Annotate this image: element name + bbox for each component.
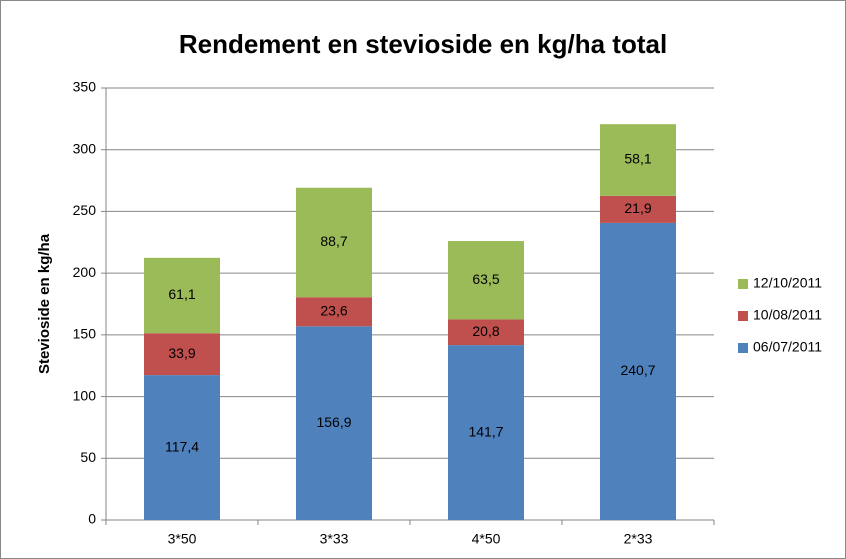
bar-segment <box>144 257 220 334</box>
bar-segment <box>296 187 372 298</box>
data-label: 20,8 <box>472 323 499 339</box>
x-tick-label: 3*50 <box>168 531 197 547</box>
y-axis-label: Stevioside en kg/ha <box>36 233 53 374</box>
data-label: 33,9 <box>168 345 195 361</box>
data-label: 21,9 <box>624 200 651 216</box>
data-label: 63,5 <box>472 271 499 287</box>
x-tick-label: 2*33 <box>624 531 653 547</box>
data-label: 156,9 <box>316 414 351 430</box>
legend-label: 06/07/2011 <box>753 339 822 355</box>
y-tick-label: 300 <box>73 140 97 156</box>
x-tick-label: 4*50 <box>472 531 501 547</box>
bar-segment <box>296 297 372 327</box>
legend-swatch <box>738 343 748 353</box>
bar-segment <box>600 222 676 521</box>
bar-segment <box>296 326 372 520</box>
legend-label: 10/08/2011 <box>753 307 822 323</box>
y-tick-label: 250 <box>73 202 97 218</box>
y-tick-label: 50 <box>80 449 96 465</box>
bar-segment <box>448 319 524 346</box>
x-tick-label: 3*33 <box>320 531 349 547</box>
legend-swatch <box>738 311 748 321</box>
data-label: 23,6 <box>320 302 347 318</box>
data-label: 141,7 <box>468 423 503 439</box>
y-tick-label: 0 <box>88 511 96 527</box>
data-label: 240,7 <box>620 362 655 378</box>
bar-segment <box>448 241 524 320</box>
bar-segment <box>600 124 676 196</box>
data-label: 88,7 <box>320 233 347 249</box>
chart-title: Rendement en stevioside en kg/ha total <box>179 29 667 59</box>
y-tick-label: 100 <box>73 387 97 403</box>
bar-segment <box>600 195 676 223</box>
y-tick-label: 150 <box>73 326 97 342</box>
data-label: 58,1 <box>624 151 651 167</box>
legend-swatch <box>738 279 748 289</box>
bar-segment <box>144 375 220 520</box>
bar-segment <box>448 345 524 520</box>
data-label: 117,4 <box>165 438 199 454</box>
legend-label: 12/10/2011 <box>753 275 822 291</box>
bar-segment <box>144 333 220 376</box>
y-tick-label: 350 <box>73 79 97 95</box>
data-label: 61,1 <box>168 286 195 302</box>
y-tick-label: 200 <box>73 264 97 280</box>
